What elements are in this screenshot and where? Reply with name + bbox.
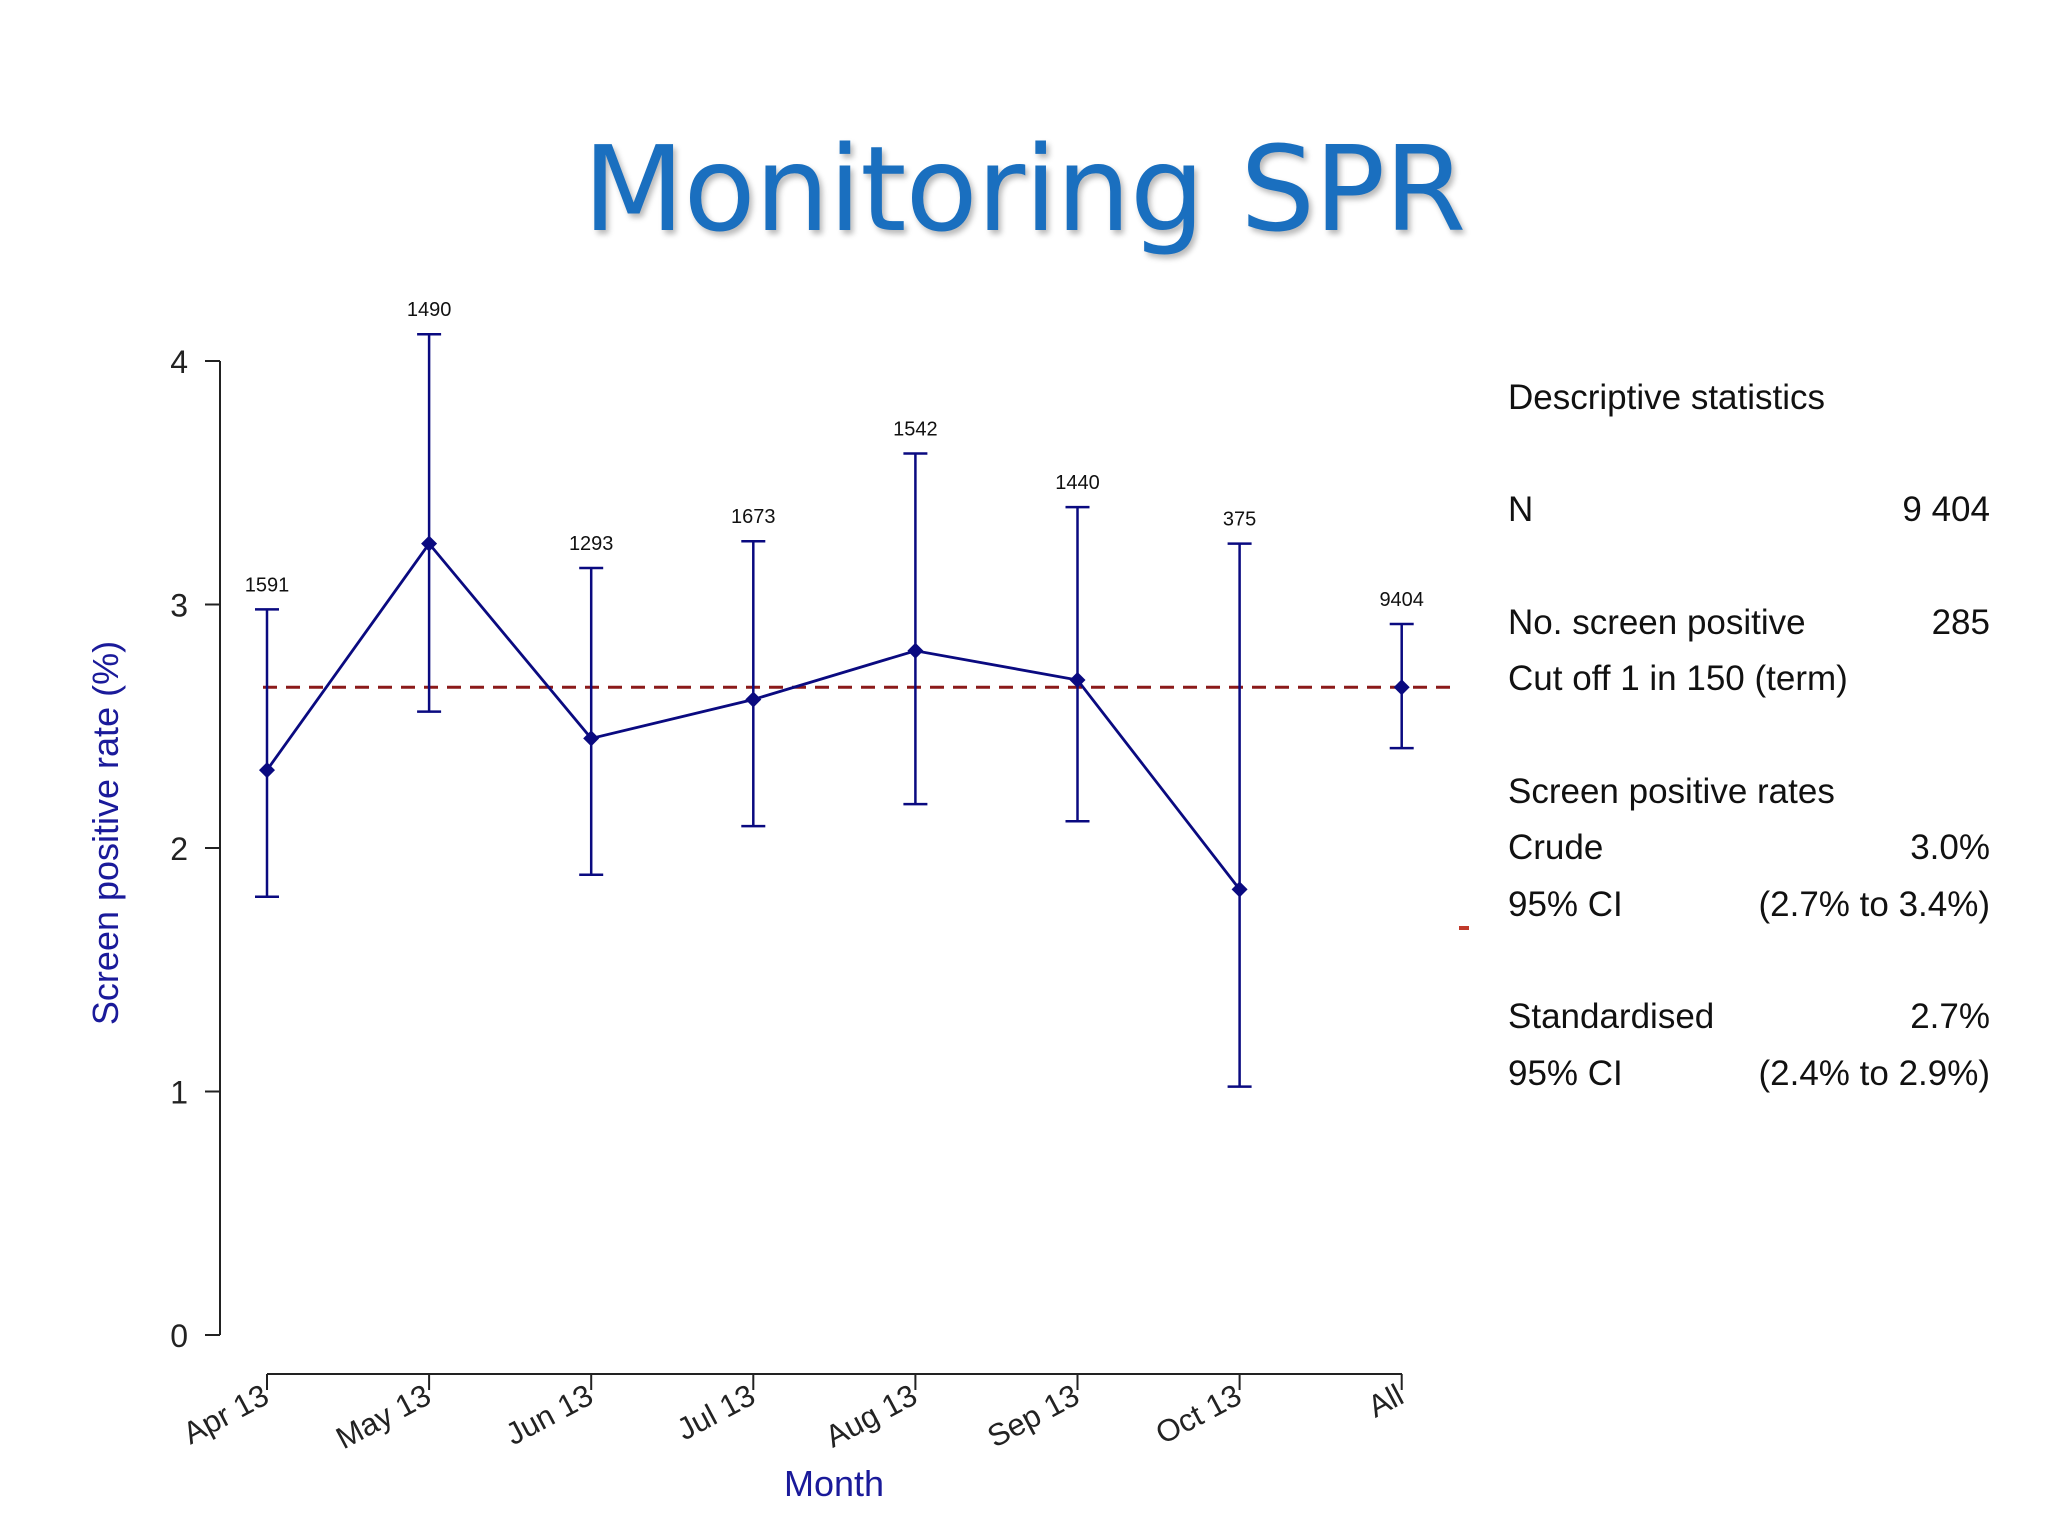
x-axis-title: Month (784, 1463, 884, 1504)
n-labels: 1591 1490 1293 1673 1542 1440 375 9404 (245, 299, 1424, 611)
data-point (745, 691, 762, 708)
n-label: 1542 (893, 419, 938, 441)
stat-label: 95% CI (1508, 1054, 1623, 1093)
stat-row-standardised-ci: 95% CI (2.4% to 2.9%) (1508, 1054, 1990, 1098)
n-label: 375 (1223, 509, 1256, 531)
stat-label: Cut off 1 in 150 (term) (1508, 659, 1848, 698)
data-point (1393, 679, 1410, 696)
n-label: 1673 (731, 506, 776, 528)
data-point (907, 642, 924, 659)
data-point (1069, 671, 1086, 688)
n-label: 1591 (245, 574, 290, 596)
stats-heading-row: Descriptive statistics (1508, 378, 1990, 422)
n-label: 1293 (569, 533, 614, 555)
x-tick-label: Apr 13 (177, 1377, 274, 1451)
y-tick-label: 2 (170, 831, 188, 867)
stat-row-cutoff: Cut off 1 in 150 (term) (1508, 659, 1990, 703)
y-tick-label: 3 (170, 588, 188, 624)
x-tick-label: Oct 13 (1150, 1377, 1247, 1451)
data-point (583, 730, 600, 747)
stat-value: 285 (1931, 603, 1990, 642)
stat-label: Screen positive rates (1508, 772, 1835, 811)
stat-label: No. screen positive (1508, 603, 1806, 642)
stat-value: 2.7% (1910, 997, 1990, 1036)
y-tick-label: 1 (170, 1075, 188, 1111)
stat-row-n: N 9 404 (1508, 490, 1990, 534)
stat-value: 3.0% (1910, 828, 1990, 867)
y-tick-label: 4 (170, 344, 188, 380)
data-point (421, 535, 438, 552)
stat-row-screen-positive: No. screen positive 285 (1508, 603, 1990, 647)
x-tick-label: Jul 13 (671, 1377, 760, 1447)
stat-label: N (1508, 490, 1534, 529)
y-axis-title: Screen positive rate (%) (85, 641, 126, 1025)
data-point (1231, 881, 1248, 898)
stray-dash-mark (1459, 926, 1469, 930)
x-ticks: Apr 13 May 13 Jun 13 Jul 13 Aug 13 Sep 13 Oct … (177, 1374, 1409, 1456)
x-tick-label: Sep 13 (982, 1377, 1085, 1454)
y-tick-label: 0 (170, 1318, 188, 1354)
stat-row-crude: Crude 3.0% (1508, 828, 1990, 872)
n-label: 1440 (1055, 472, 1100, 494)
stat-value: (2.7% to 3.4%) (1758, 885, 1991, 924)
stat-value: 9 404 (1902, 490, 1990, 529)
y-ticks: 0 1 2 3 4 (170, 344, 220, 1354)
stats-heading: Descriptive statistics (1508, 378, 1826, 417)
stat-label: Crude (1508, 828, 1604, 867)
page-title: Monitoring SPR (582, 120, 1467, 258)
stat-row-rates-heading: Screen positive rates (1508, 772, 1990, 816)
data-points (259, 535, 1410, 898)
data-point (259, 762, 275, 779)
stat-value: (2.4% to 2.9%) (1758, 1054, 1991, 1093)
n-label: 1490 (407, 299, 452, 321)
x-tick-label: Jun 13 (500, 1377, 599, 1452)
stat-label: 95% CI (1508, 885, 1623, 924)
error-bars (255, 332, 1414, 1088)
stat-row-crude-ci: 95% CI (2.7% to 3.4%) (1508, 885, 1990, 929)
stat-label: Standardised (1508, 997, 1715, 1036)
x-tick-label: Aug 13 (819, 1377, 922, 1454)
x-tick-label: May 13 (330, 1377, 436, 1456)
n-label: 9404 (1379, 589, 1424, 611)
stat-row-standardised: Standardised 2.7% (1508, 997, 1990, 1041)
